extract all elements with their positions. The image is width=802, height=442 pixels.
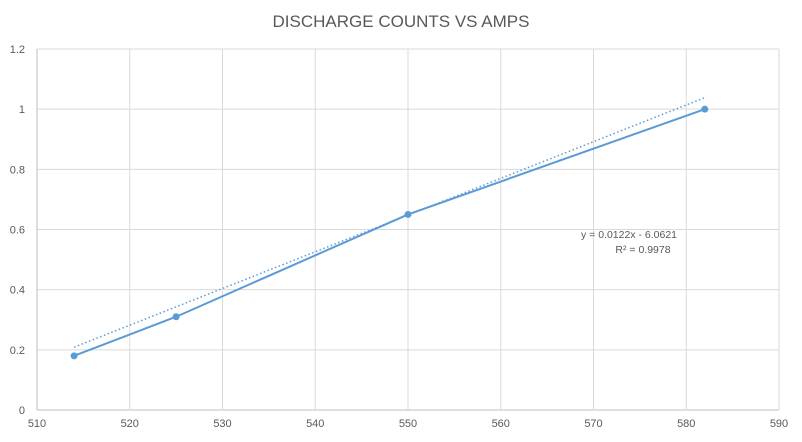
x-tick-label: 590 [770, 418, 788, 430]
y-tick-label: 0.4 [10, 285, 25, 297]
trendline [73, 96, 706, 348]
x-tick-label: 580 [677, 418, 695, 430]
y-tick-label: 1.2 [10, 44, 25, 56]
trendline-group [73, 96, 706, 348]
x-tick-label: 530 [213, 418, 231, 430]
x-tick-label: 570 [584, 418, 602, 430]
x-tick-label: 510 [28, 418, 46, 430]
y-tick-label: 0 [19, 405, 25, 417]
y-tick-label: 0.6 [10, 225, 25, 237]
data-point [404, 210, 412, 218]
x-tick-label: 540 [306, 418, 324, 430]
series-line [73, 108, 706, 357]
y-tick-label: 0.2 [10, 345, 25, 357]
trendline-equation: y = 0.0122x - 6.0621 [581, 229, 677, 241]
series-group [70, 105, 709, 360]
chart-title: DISCHARGE COUNTS VS AMPS [273, 12, 530, 31]
trendline-r-squared: R² = 0.9978 [615, 244, 670, 256]
tick-labels: 0 0.2 0.4 0.6 0.8 1 1.2 510 520 530 540 550 560 570 58… [10, 44, 788, 430]
data-point [172, 313, 180, 321]
trendline-annotation: y = 0.0122x - 6.0621 R² = 0.9978 [581, 229, 677, 256]
y-tick-label: 1 [19, 104, 25, 116]
gridlines [36, 48, 780, 411]
data-point [70, 352, 78, 360]
x-tick-label: 560 [492, 418, 510, 430]
data-point [701, 105, 709, 113]
y-tick-label: 0.8 [10, 164, 25, 176]
x-tick-label: 520 [121, 418, 139, 430]
x-tick-label: 550 [399, 418, 417, 430]
